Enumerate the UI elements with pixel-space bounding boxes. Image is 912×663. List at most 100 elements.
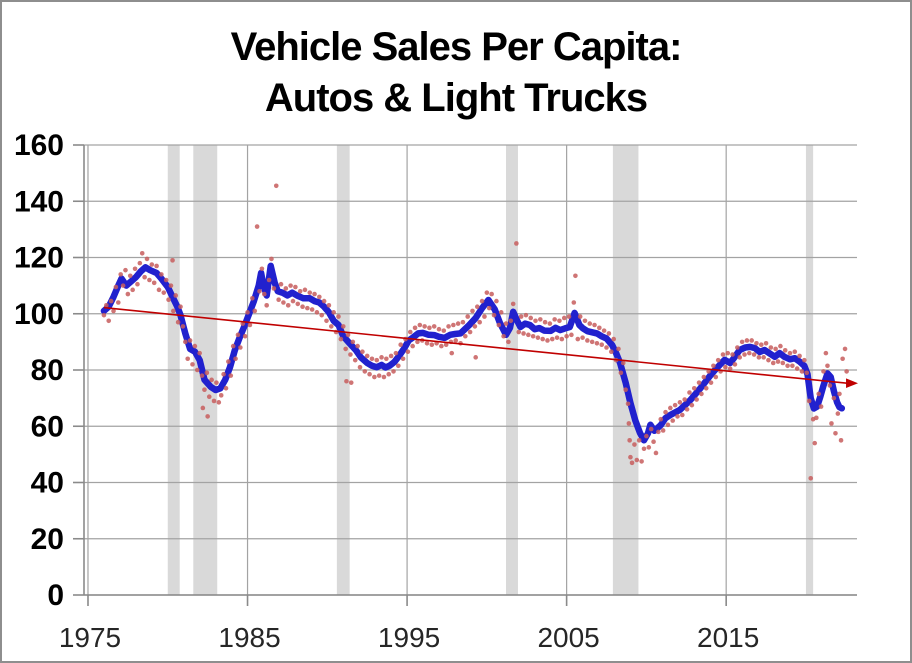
- scatter-point: [451, 322, 456, 328]
- scatter-point: [799, 369, 805, 374]
- scatter-point: [592, 322, 597, 328]
- scatter-point: [101, 312, 107, 318]
- scatter-point: [429, 342, 435, 347]
- scatter-point: [514, 241, 519, 246]
- scatter-point: [439, 343, 444, 349]
- scatter-point: [147, 277, 152, 283]
- y-axis-labels: 0 20 40 60 80 100 120 140 160: [14, 129, 64, 612]
- scatter-point: [362, 369, 368, 374]
- scatter-point: [175, 319, 181, 325]
- scatter-point: [293, 284, 298, 290]
- scatter-point: [391, 369, 396, 374]
- scatter-point: [446, 324, 451, 329]
- scatter-point: [465, 314, 471, 319]
- scatter-point: [646, 445, 652, 450]
- scatter-point: [211, 398, 217, 404]
- scatter-point: [494, 298, 499, 304]
- scatter-point: [364, 353, 370, 359]
- scatter-point: [357, 364, 363, 370]
- scatter-point: [273, 183, 279, 189]
- scatter-point: [398, 342, 403, 347]
- scatter-point: [516, 329, 522, 335]
- scatter-point: [528, 315, 534, 321]
- scatter-point: [616, 346, 621, 352]
- scatter-point: [407, 329, 413, 335]
- scatter-point: [422, 324, 427, 329]
- scatter-point: [573, 273, 578, 279]
- scatter-point: [264, 303, 269, 308]
- scatter-point: [278, 281, 284, 287]
- scatter-point: [230, 343, 236, 349]
- scatter-point: [127, 273, 133, 279]
- scatter-point: [651, 439, 656, 445]
- scatter-point: [684, 407, 690, 412]
- scatter-point: [350, 339, 356, 345]
- scatter-point: [665, 422, 671, 428]
- scatter-point: [778, 343, 783, 349]
- scatter-point: [812, 440, 818, 446]
- scatter-point: [535, 335, 541, 340]
- scatter-point: [417, 322, 423, 328]
- scatter-point: [197, 350, 202, 356]
- y-tick-label: 160: [14, 129, 64, 162]
- scatter-point: [226, 359, 231, 364]
- scatter-point: [749, 338, 754, 343]
- scatter-point: [317, 294, 322, 300]
- scatter-point: [837, 391, 842, 397]
- scatter-point: [345, 332, 351, 338]
- scatter-point: [252, 308, 258, 314]
- scatter-point: [627, 438, 632, 443]
- scatter-point: [137, 260, 143, 266]
- scatter-point: [597, 325, 602, 331]
- scatter-point: [326, 303, 332, 308]
- scatter-point: [518, 314, 524, 319]
- scatter-point: [533, 318, 538, 324]
- scatter-point: [744, 338, 750, 343]
- scatter-point: [106, 318, 112, 324]
- scatter-point: [319, 312, 325, 318]
- scatter-point: [376, 373, 382, 378]
- scatter-point: [159, 272, 164, 277]
- scatter-point: [431, 324, 437, 329]
- scatter-point: [205, 414, 210, 419]
- scatter-point: [372, 374, 377, 380]
- scatter-point: [135, 281, 140, 287]
- scatter-point: [343, 346, 348, 352]
- scatter-point: [538, 317, 543, 322]
- scatter-point: [634, 457, 640, 463]
- scatter-point: [496, 322, 502, 328]
- scatter-point: [245, 310, 250, 315]
- scatter-point: [618, 370, 624, 376]
- scatter-point: [463, 333, 468, 339]
- scatter-point: [508, 318, 514, 324]
- scatter-point: [355, 343, 360, 349]
- scatter-point: [180, 324, 186, 329]
- scatter-point: [580, 335, 585, 340]
- x-tick-label: 1985: [218, 622, 280, 653]
- scatter-point: [443, 342, 449, 347]
- scatter-point: [336, 314, 341, 319]
- scatter-point: [763, 340, 769, 346]
- scatter-point: [125, 291, 131, 297]
- scatter-point: [818, 404, 824, 409]
- scatter-point: [720, 352, 726, 357]
- scatter-point: [183, 339, 188, 345]
- scatter-point: [703, 385, 709, 391]
- scatter-point: [173, 293, 179, 298]
- scatter-point: [386, 371, 392, 377]
- scatter-point: [302, 287, 308, 293]
- scatter-point: [218, 393, 224, 398]
- scatter-point: [632, 442, 637, 447]
- scatter-point: [352, 357, 358, 363]
- scatter-point: [247, 322, 253, 328]
- scatter-point: [599, 342, 605, 347]
- scatter-point: [575, 336, 581, 342]
- scatter-point: [611, 336, 616, 342]
- scatter-point: [216, 400, 222, 405]
- trend-line: [103, 306, 848, 385]
- scatter-point: [530, 333, 536, 339]
- scatter-point: [506, 339, 511, 345]
- scatter-point: [711, 363, 716, 369]
- scatter-point: [283, 286, 289, 291]
